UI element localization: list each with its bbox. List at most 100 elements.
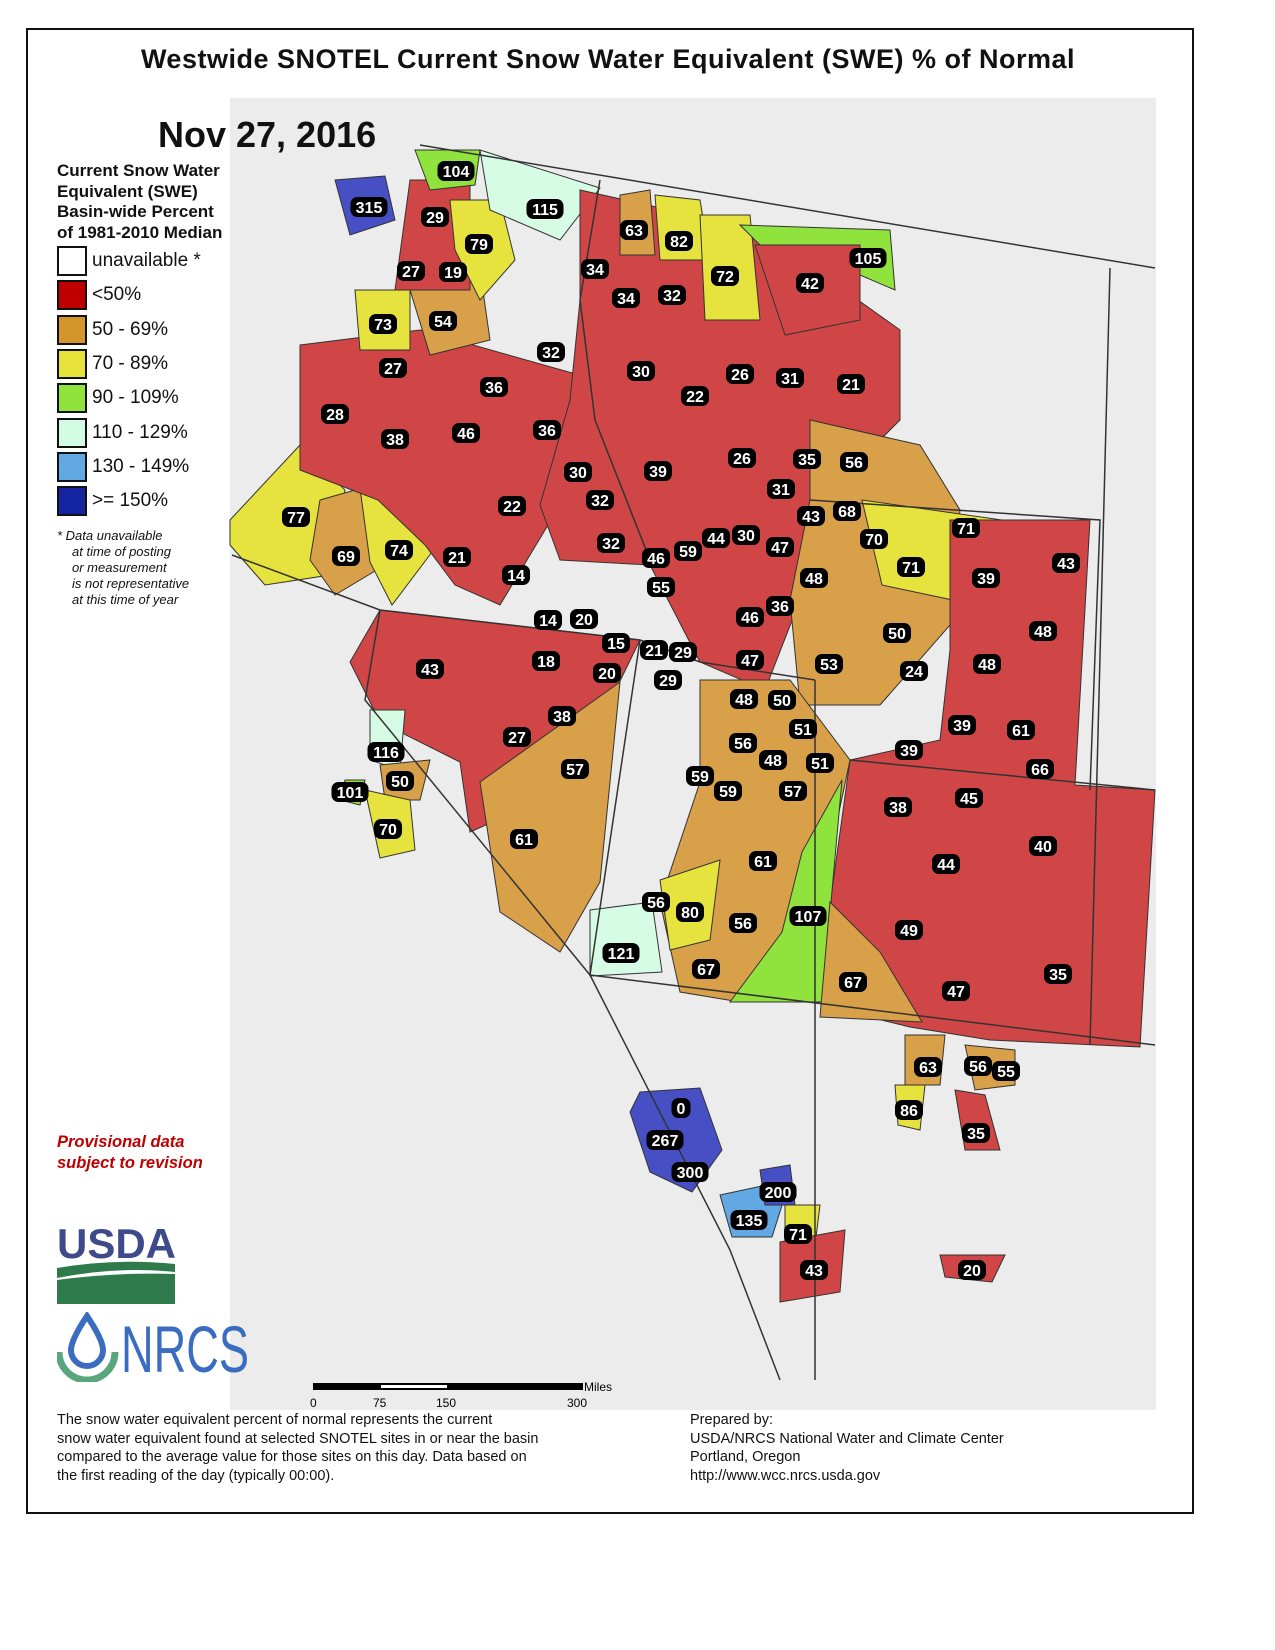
basin-value: 31 xyxy=(781,371,799,388)
legend-label: unavailable * xyxy=(92,250,201,271)
basin-label: 315 xyxy=(350,197,388,217)
basin-value: 32 xyxy=(542,345,560,362)
basin-value: 29 xyxy=(426,210,444,227)
basin-value: 72 xyxy=(716,269,734,286)
provisional-line: subject to revision xyxy=(57,1154,203,1172)
state-border xyxy=(589,639,1156,1046)
nrcs-logo-text: NRCS xyxy=(121,1312,249,1382)
basin-label: 63 xyxy=(620,220,648,240)
basin-value: 105 xyxy=(855,251,882,268)
basin-value: 43 xyxy=(421,662,439,679)
basin-value: 267 xyxy=(652,1133,679,1150)
basin-value: 39 xyxy=(649,464,667,481)
scale-tick: 150 xyxy=(436,1396,456,1410)
basin-value: 43 xyxy=(802,509,820,526)
basin-value: 26 xyxy=(733,451,751,468)
basin-value: 135 xyxy=(736,1213,763,1230)
basin-value: 67 xyxy=(697,962,715,979)
legend-swatch xyxy=(57,314,87,345)
provisional-notice: Provisional data subject to revision xyxy=(57,1132,203,1174)
state-border xyxy=(419,144,1156,269)
basin-label: 59 xyxy=(714,781,742,801)
state-border xyxy=(364,609,591,976)
basin-label: 56 xyxy=(964,1056,992,1076)
basin-value: 56 xyxy=(734,916,752,933)
basin-label: 61 xyxy=(749,851,777,871)
state-border xyxy=(589,974,781,1381)
basin-value: 46 xyxy=(457,426,475,443)
website-link[interactable]: http://www.wcc.nrcs.usda.gov xyxy=(690,1467,881,1484)
basin-value: 35 xyxy=(967,1126,985,1143)
state-border xyxy=(1089,267,1111,1046)
basin-value: 59 xyxy=(679,544,697,561)
description-line: snow water equivalent found at selected … xyxy=(57,1430,539,1447)
basin-value: 61 xyxy=(754,854,772,871)
basin-label: 57 xyxy=(561,759,589,779)
note-line: or measurement xyxy=(72,560,167,575)
basin-value: 31 xyxy=(772,482,790,499)
basin-value: 43 xyxy=(805,1263,823,1280)
basin-label: 86 xyxy=(895,1100,923,1120)
basin-value: 77 xyxy=(287,510,305,527)
state-border xyxy=(849,759,1156,791)
basin-label: 27 xyxy=(379,358,407,378)
basin-value: 48 xyxy=(1034,624,1052,641)
basin-value: 70 xyxy=(865,532,883,549)
legend-title-line: of 1981-2010 Median xyxy=(57,222,223,242)
basin-label: 20 xyxy=(570,609,598,629)
basin-value: 79 xyxy=(470,237,488,254)
basin-value: 200 xyxy=(765,1185,792,1202)
basin-label: 46 xyxy=(642,548,670,568)
basin-label: 21 xyxy=(640,640,668,660)
legend-label: 70 - 89% xyxy=(92,352,169,374)
basin-region xyxy=(789,419,961,706)
basin-value: 45 xyxy=(960,791,978,808)
basin-value: 36 xyxy=(771,599,789,616)
basin-value: 22 xyxy=(503,499,521,516)
basin-label: 50 xyxy=(883,623,911,643)
basin-label: 48 xyxy=(973,654,1001,674)
usda-logo: USDA xyxy=(57,1220,176,1304)
basin-value: 18 xyxy=(537,654,555,671)
basin-value: 53 xyxy=(820,657,838,674)
basin-label: 56 xyxy=(729,733,757,753)
basin-label: 59 xyxy=(674,541,702,561)
basin-label: 59 xyxy=(686,766,714,786)
basin-label: 69 xyxy=(332,546,360,566)
basin-region xyxy=(819,900,923,1023)
legend-item: 70 - 89% xyxy=(57,348,169,379)
basin-label: 39 xyxy=(644,461,672,481)
basin-value: 50 xyxy=(773,693,791,710)
scale-tick: 300 xyxy=(567,1396,587,1410)
legend-swatch xyxy=(57,348,87,379)
basin-value: 57 xyxy=(566,762,584,779)
map-title: Westwide SNOTEL Current Snow Water Equiv… xyxy=(140,44,1076,74)
basin-value: 104 xyxy=(443,164,470,181)
note-line: * Data unavailable xyxy=(57,528,163,543)
basin-label: 121 xyxy=(602,943,640,963)
basin-label: 107 xyxy=(789,906,827,926)
basin-label: 30 xyxy=(732,525,760,545)
basin-value: 44 xyxy=(707,531,725,548)
basin-value: 21 xyxy=(645,643,663,660)
basin-label: 48 xyxy=(800,568,828,588)
basin-label: 21 xyxy=(837,374,865,394)
basin-value: 21 xyxy=(842,377,860,394)
basin-value: 32 xyxy=(663,288,681,305)
basin-value: 44 xyxy=(937,857,955,874)
basin-label: 46 xyxy=(452,423,480,443)
basin-value: 32 xyxy=(591,493,609,510)
basin-label: 30 xyxy=(627,361,655,381)
basin-label: 135 xyxy=(730,1210,768,1230)
basin-region xyxy=(829,519,1156,1048)
basin-value: 56 xyxy=(734,736,752,753)
basin-value: 20 xyxy=(575,612,593,629)
basin-value: 69 xyxy=(337,549,355,566)
legend-swatch xyxy=(57,383,87,414)
basin-value: 39 xyxy=(900,743,918,760)
basin-label: 14 xyxy=(534,610,562,630)
basin-value: 30 xyxy=(569,465,587,482)
basin-value: 74 xyxy=(390,543,408,560)
basin-label: 39 xyxy=(948,715,976,735)
basin-label: 35 xyxy=(793,449,821,469)
